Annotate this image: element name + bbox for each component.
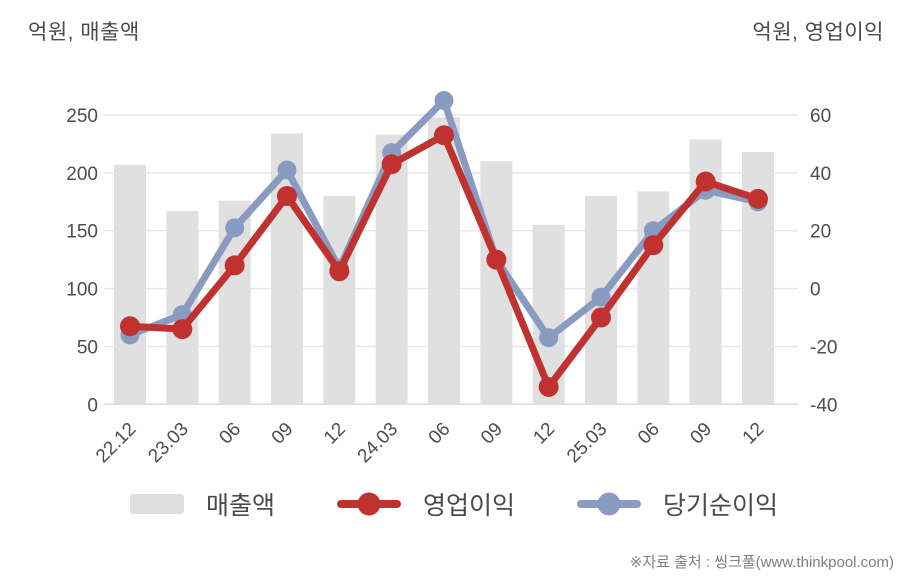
x-axis-category-label: 09 [686,419,716,449]
legend-item-net-income[interactable]: 당기순이익 [577,486,778,522]
line-data-point [434,91,454,111]
legend-label-net-income: 당기순이익 [663,492,779,520]
net-income-line-marker-icon [577,492,641,516]
net-income-dot-icon [597,492,621,516]
line-data-point [539,328,559,348]
operating-profit-line-marker-icon [336,492,401,516]
x-axis-category-label: 23.03 [144,419,192,467]
line-data-point [538,376,559,397]
right-axis-tick-label: 20 [810,222,831,243]
left-axis-tick-label: 150 [66,222,98,243]
left-axis-tick-label: 200 [66,164,98,185]
line-data-point [695,171,716,192]
line-data-point [120,316,140,337]
x-axis-category-label: 25.03 [563,419,611,467]
line-data-point [381,154,402,175]
line-data-point [224,255,245,276]
x-axis-category-label: 12 [320,419,350,449]
line-data-point [277,160,297,180]
line-data-point [486,249,507,270]
line-data-point [591,287,611,307]
right-axis-title: 억원, 영업이익 [752,21,884,44]
data-source-note: ※자료 출처 : 씽크풀(www.thinkpool.com) [629,554,894,571]
x-axis-category-label: 09 [268,419,298,449]
x-axis-category-label: 09 [477,419,507,449]
right-axis-tick-label: -40 [810,395,837,416]
legend-label-operating-profit: 영업이익 [422,492,515,520]
x-axis-category-label: 24.03 [354,419,402,467]
left-axis-tick-label: 0 [87,395,98,416]
x-axis-category-label: 06 [215,419,245,449]
x-axis-category-label: 22.12 [92,419,140,467]
legend-label-revenue: 매출액 [205,492,275,520]
line-data-point [747,188,768,209]
left-axis-tick-label: 250 [66,106,98,127]
revenue-bar [323,196,356,405]
revenue-bar-swatch-icon [129,494,184,514]
left-axis-tick-label: 100 [66,280,98,301]
x-axis-category-label: 12 [739,419,769,449]
left-axis-title: 억원, 매출액 [28,21,140,44]
left-axis-tick-label: 50 [77,337,98,358]
line-data-point [329,261,350,282]
line-data-point [643,235,664,256]
line-data-point [225,218,245,238]
right-axis-tick-label: -20 [810,337,837,358]
x-axis-category-label: 06 [425,419,455,449]
line-data-point [172,319,193,340]
combo-chart: 0 50 100 150 200 250 -40 -20 0 20 40 60 22.12 23.03 06… [66,91,837,467]
line-data-point [276,186,297,207]
line-data-point [433,125,454,146]
right-axis-tick-label: 40 [810,164,831,185]
revenue-bar [114,164,146,405]
legend-item-operating-profit[interactable]: 영업이익 [336,486,515,522]
right-axis-tick-label: 0 [810,280,821,301]
legend-item-revenue[interactable]: 매출액 [129,486,275,522]
chart-legend: 매출액 영업이익 당기순이익 [0,486,908,522]
line-data-point [590,307,611,328]
x-axis-category-label: 12 [529,419,559,449]
x-axis-category-label: 06 [634,419,664,449]
operating-profit-dot-icon [357,492,381,516]
right-axis-tick-label: 60 [810,106,831,127]
